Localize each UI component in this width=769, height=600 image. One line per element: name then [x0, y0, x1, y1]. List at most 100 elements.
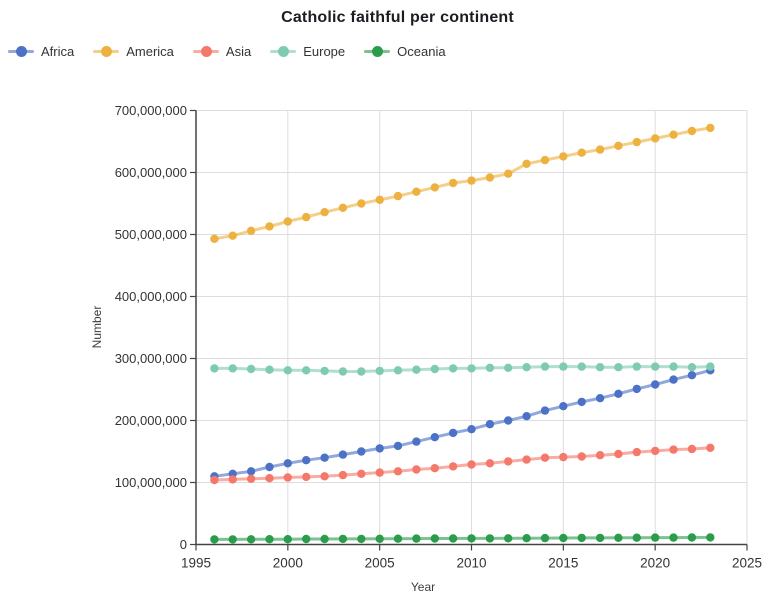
data-point [559, 152, 568, 161]
x-tick-label: 2020 [640, 556, 670, 571]
data-point [302, 366, 311, 375]
data-point [302, 472, 311, 482]
series-africa [210, 366, 715, 481]
legend-label-asia: Asia [225, 44, 252, 59]
data-point [614, 389, 623, 398]
data-point [669, 130, 678, 139]
data-point [540, 453, 550, 462]
data-point [246, 474, 256, 483]
data-point [448, 534, 458, 543]
series-line-oceania [212, 535, 712, 541]
legend-item-africa[interactable]: Africa [8, 44, 74, 59]
data-point [448, 462, 458, 471]
data-point [577, 452, 586, 461]
data-point [430, 464, 439, 473]
legend-item-asia[interactable]: Asia [192, 44, 252, 59]
africa-series-marker-icon [8, 46, 34, 57]
data-point [467, 534, 476, 543]
legend-label-africa: Africa [41, 44, 75, 59]
data-point [595, 533, 605, 543]
data-point [430, 534, 439, 543]
series-points-america [210, 123, 715, 243]
data-point [669, 375, 678, 384]
data-point [320, 472, 329, 481]
data-point [632, 362, 641, 371]
data-point [687, 371, 697, 380]
data-point [559, 452, 568, 462]
data-point [448, 428, 458, 438]
data-point [504, 169, 513, 178]
data-point [393, 366, 403, 375]
x-tick-label: 2025 [732, 556, 762, 571]
america-legend-dot-icon [101, 46, 113, 57]
data-point [228, 364, 237, 373]
data-point [504, 457, 513, 466]
y-tick-label: 400,000,000 [115, 289, 187, 304]
data-point [485, 173, 495, 182]
data-point [283, 473, 292, 482]
data-point [412, 534, 421, 543]
data-point [357, 199, 366, 208]
data-point [357, 367, 366, 376]
data-point [559, 402, 568, 411]
series-points-asia [210, 443, 715, 485]
y-tick-label: 200,000,000 [115, 413, 187, 428]
data-point [467, 425, 476, 434]
series-america [210, 123, 715, 243]
data-point [669, 362, 678, 371]
series-points-oceania [210, 533, 715, 544]
data-point [265, 462, 274, 472]
x-tick-label: 2000 [273, 556, 303, 571]
data-point [651, 134, 660, 143]
y-tick-label: 300,000,000 [115, 351, 187, 366]
africa-legend-dot-icon [16, 46, 27, 57]
data-point [504, 534, 513, 543]
data-point [467, 460, 476, 469]
data-point [595, 363, 605, 372]
x-axis-title: Year [410, 580, 436, 594]
data-point [540, 155, 550, 165]
data-point [687, 126, 697, 136]
y-axis-title: Number [90, 305, 104, 349]
legend-item-europe[interactable]: Europe [270, 44, 345, 59]
data-point [338, 470, 348, 480]
series-line-america [212, 126, 712, 241]
data-point [448, 364, 458, 373]
tick-marks: 1995 2000 2005 2010 2015 2020 2025 0 100,000,000… [115, 103, 762, 571]
data-point [522, 455, 531, 464]
data-point [687, 444, 697, 454]
data-point [338, 534, 348, 544]
data-point [595, 145, 605, 154]
legend-label-oceania: Oceania [397, 44, 446, 59]
data-point [375, 195, 384, 204]
data-point [577, 533, 586, 543]
data-point [412, 365, 421, 374]
data-point [393, 441, 403, 451]
x-tick-label: 2010 [456, 556, 486, 571]
data-point [302, 456, 311, 465]
data-point [338, 203, 348, 212]
data-point [246, 364, 256, 374]
data-point [687, 363, 697, 372]
data-point [357, 469, 366, 478]
y-tick-label: 0 [180, 537, 187, 552]
data-point [430, 183, 439, 192]
data-point [706, 123, 715, 133]
series-europe [210, 362, 715, 376]
asia-legend-dot-icon [200, 46, 212, 57]
data-point [320, 534, 329, 544]
data-point [669, 533, 678, 542]
data-point [577, 362, 586, 371]
europe-legend-dot-icon [278, 46, 290, 57]
data-point [485, 363, 495, 372]
data-point [375, 534, 384, 543]
data-point [430, 433, 439, 442]
data-point [614, 363, 623, 372]
data-point [632, 447, 641, 457]
legend-item-america[interactable]: America [93, 44, 174, 59]
data-point [338, 367, 348, 376]
data-point [375, 366, 384, 376]
legend-item-oceania[interactable]: Oceania [364, 44, 446, 59]
data-point [614, 449, 623, 459]
